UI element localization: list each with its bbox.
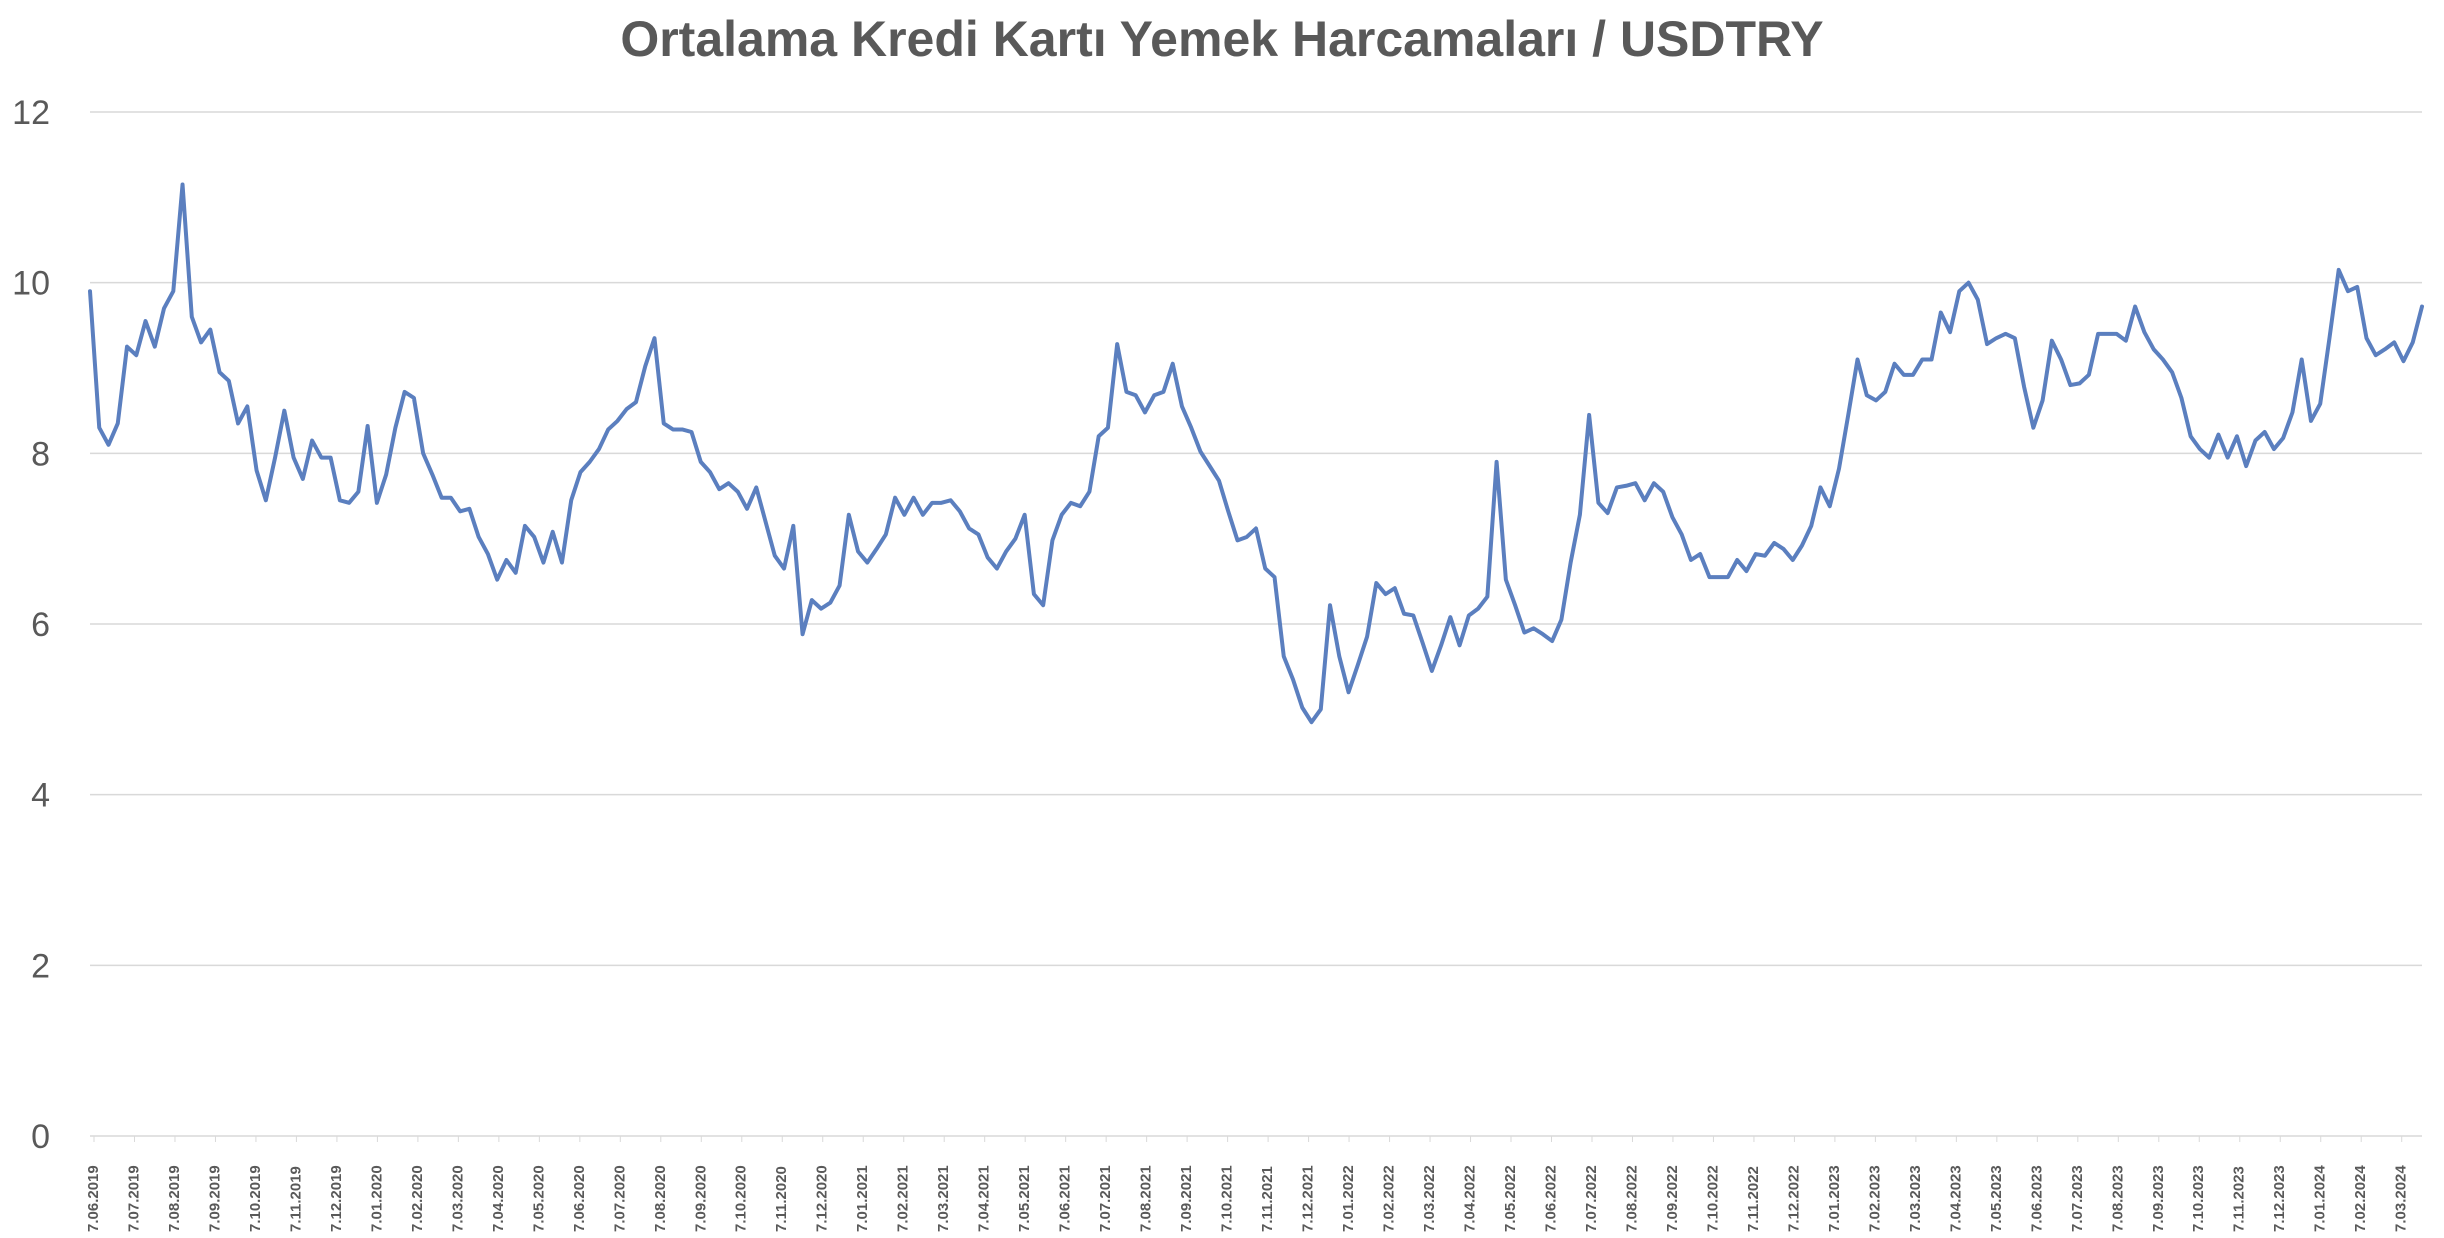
x-tick-label: 7.09.2023 xyxy=(2150,1165,2167,1232)
x-tick-label: 7.09.2021 xyxy=(1178,1165,1195,1232)
x-tick-label: 7.06.2019 xyxy=(85,1165,102,1232)
chart-title: Ortalama Kredi Kartı Yemek Harcamaları /… xyxy=(620,11,1824,67)
x-tick-label: 7.01.2024 xyxy=(2312,1165,2329,1232)
x-tick-label: 7.12.2020 xyxy=(814,1165,831,1232)
x-tick-label: 7.06.2020 xyxy=(571,1165,588,1232)
x-tick-label: 7.02.2021 xyxy=(895,1165,912,1232)
x-tick-label: 7.05.2023 xyxy=(1988,1165,2005,1232)
x-tick-label: 7.10.2019 xyxy=(247,1165,264,1232)
y-tick-label: 0 xyxy=(31,1118,50,1156)
x-tick-label: 7.12.2019 xyxy=(328,1165,345,1232)
y-tick-label: 4 xyxy=(31,777,50,815)
x-tick-label: 7.04.2023 xyxy=(1947,1165,1964,1232)
y-axis-tick-labels: 0 2 4 6 8 10 12 xyxy=(12,94,50,1156)
x-tick-label: 7.10.2023 xyxy=(2190,1165,2207,1232)
x-tick-label: 7.03.2023 xyxy=(1907,1165,1924,1232)
y-tick-label: 2 xyxy=(31,947,50,985)
x-tick-label: 7.01.2022 xyxy=(1340,1165,1357,1232)
x-tick-label: 7.02.2023 xyxy=(1866,1165,1883,1232)
x-tick-label: 7.12.2021 xyxy=(1300,1165,1317,1232)
x-tick-label: 7.02.2024 xyxy=(2352,1165,2369,1232)
y-tick-label: 12 xyxy=(12,94,50,132)
x-tick-label: 7.10.2022 xyxy=(1704,1165,1721,1232)
x-axis-tick-labels: 7.06.2019 7.07.2019 7.08.2019 7.09.2019 7.10… xyxy=(85,1136,2410,1232)
x-tick-label: 7.07.2022 xyxy=(1583,1165,1600,1232)
x-tick-label: 7.02.2022 xyxy=(1381,1165,1398,1232)
x-tick-label: 7.10.2021 xyxy=(1219,1165,1236,1232)
x-tick-label: 7.03.2020 xyxy=(449,1165,466,1232)
x-tick-label: 7.09.2022 xyxy=(1664,1165,1681,1232)
x-tick-label: 7.04.2020 xyxy=(490,1165,507,1232)
x-tick-label: 7.07.2020 xyxy=(611,1165,628,1232)
x-tick-label: 7.07.2019 xyxy=(125,1165,142,1232)
x-tick-label: 7.05.2020 xyxy=(530,1165,547,1232)
series-layer xyxy=(88,182,2424,725)
x-tick-label: 7.02.2020 xyxy=(409,1165,426,1232)
x-tick-label: 7.05.2022 xyxy=(1502,1165,1519,1232)
x-tick-label: 7.04.2022 xyxy=(1461,1165,1478,1232)
x-tick-label: 7.01.2020 xyxy=(368,1165,385,1232)
x-tick-label: 7.08.2019 xyxy=(166,1165,183,1232)
x-tick-label: 7.06.2023 xyxy=(2028,1165,2045,1232)
y-tick-label: 8 xyxy=(31,435,50,473)
series-line xyxy=(88,182,2424,725)
x-tick-label: 7.03.2021 xyxy=(935,1165,952,1232)
gridlines xyxy=(90,111,2422,1137)
x-tick-label: 7.11.2019 xyxy=(287,1166,304,1232)
x-tick-label: 7.12.2023 xyxy=(2271,1165,2288,1232)
x-tick-label: 7.08.2021 xyxy=(1138,1165,1155,1232)
x-tick-label: 7.03.2022 xyxy=(1421,1165,1438,1232)
x-tick-label: 7.08.2022 xyxy=(1623,1165,1640,1232)
x-tick-label: 7.01.2023 xyxy=(1826,1165,1843,1232)
x-tick-label: 7.01.2021 xyxy=(854,1165,871,1232)
x-tick-label: 7.03.2024 xyxy=(2393,1165,2410,1232)
x-tick-label: 7.09.2020 xyxy=(692,1165,709,1232)
x-tick-label: 7.12.2022 xyxy=(1785,1165,1802,1232)
x-tick-label: 7.06.2021 xyxy=(1057,1165,1074,1232)
y-tick-label: 6 xyxy=(31,606,50,644)
x-tick-label: 7.08.2020 xyxy=(652,1165,669,1232)
x-tick-label: 7.07.2021 xyxy=(1097,1165,1114,1232)
x-tick-label: 7.11.2023 xyxy=(2231,1166,2248,1232)
x-tick-label: 7.08.2023 xyxy=(2109,1165,2126,1232)
x-tick-label: 7.11.2020 xyxy=(773,1166,790,1232)
x-tick-label: 7.09.2019 xyxy=(206,1165,223,1232)
y-tick-label: 10 xyxy=(12,265,50,303)
x-tick-label: 7.05.2021 xyxy=(1016,1165,1033,1232)
x-tick-label: 7.06.2022 xyxy=(1542,1165,1559,1232)
x-tick-label: 7.04.2021 xyxy=(976,1165,993,1232)
x-tick-label: 7.11.2021 xyxy=(1259,1166,1276,1232)
x-tick-label: 7.10.2020 xyxy=(733,1165,750,1232)
x-tick-label: 7.07.2023 xyxy=(2069,1165,2086,1232)
x-tick-label: 7.11.2022 xyxy=(1745,1166,1762,1232)
